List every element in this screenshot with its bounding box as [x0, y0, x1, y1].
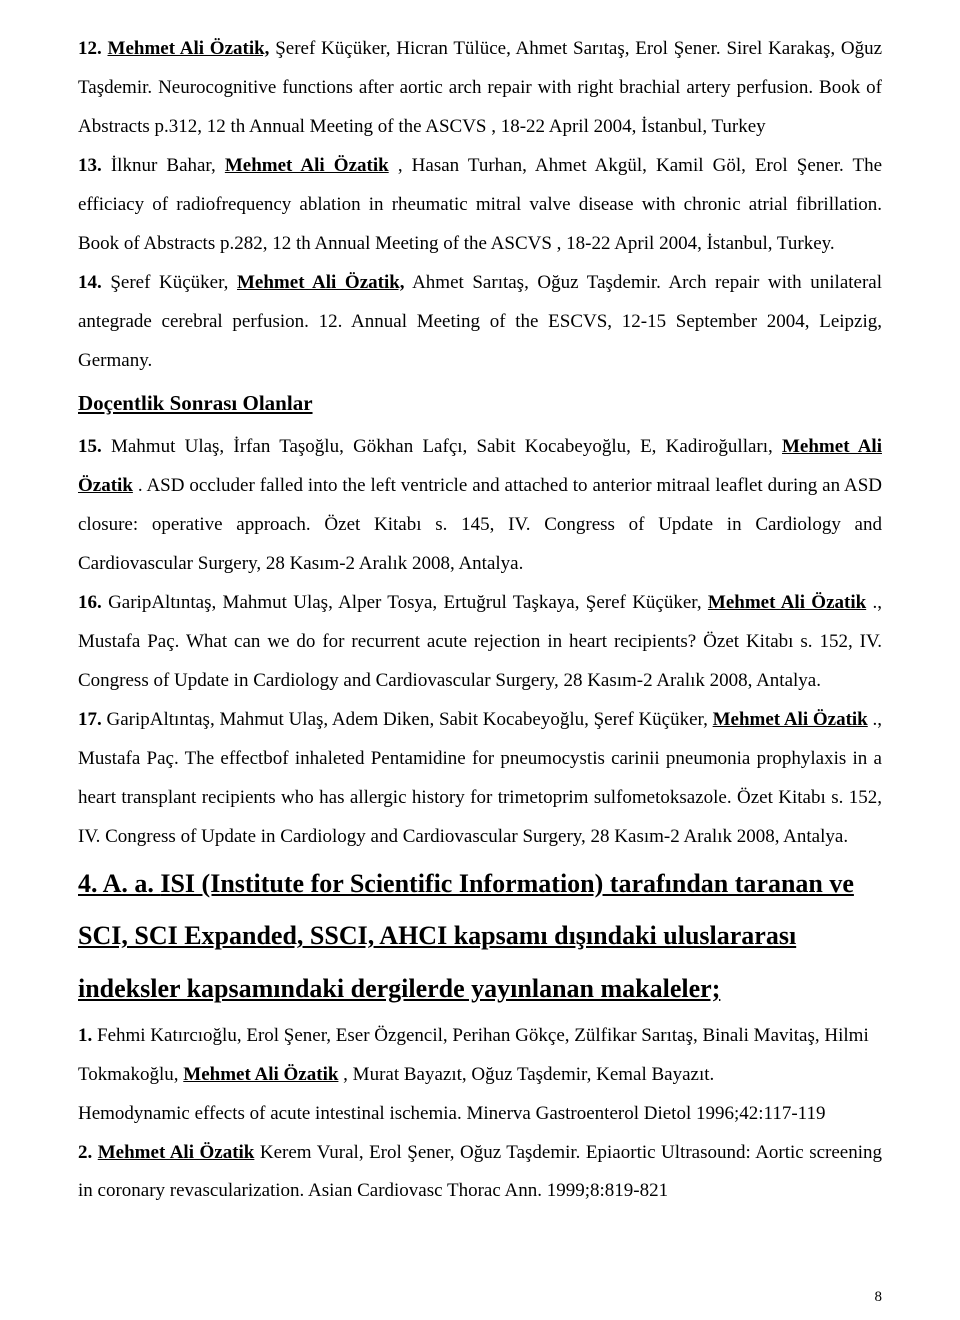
- entry-body: . ASD occluder falled into the left vent…: [78, 475, 882, 574]
- entry-number: 16.: [78, 592, 102, 613]
- authors-pre: Mahmut Ulaş, İrfan Taşoğlu, Gökhan Lafçı…: [111, 436, 782, 457]
- heading-text: ISI (Institute for Scientific Informatio…: [160, 869, 854, 898]
- author-highlighted: Mehmet Ali Özatik,: [237, 272, 405, 293]
- section-heading-line1: 4. A. a. ISI (Institute for Scientific I…: [78, 859, 882, 910]
- entry-rest: Book of Abstracts p.282, 12 th Annual Me…: [78, 233, 835, 254]
- author-highlighted: Mehmet Ali Özatik: [225, 155, 389, 176]
- author-highlighted: Mehmet Ali Özatik: [98, 1142, 255, 1163]
- heading-docentlik: Doçentlik Sonrası Olanlar: [78, 384, 882, 424]
- entry-15: 15. Mahmut Ulaş, İrfan Taşoğlu, Gökhan L…: [78, 428, 882, 584]
- entry-number: 15.: [78, 436, 102, 457]
- entry-title: Neurocognitive functions after aortic ar…: [158, 77, 819, 98]
- authors-pre: Şeref Küçüker,: [110, 272, 237, 293]
- entry-number: 13.: [78, 155, 102, 176]
- author-highlighted: Mehmet Ali Özatik: [183, 1064, 338, 1085]
- entry-number: 17.: [78, 709, 102, 730]
- section-heading-line2: SCI, SCI Expanded, SSCI, AHCI kapsamı dı…: [78, 911, 882, 962]
- document-page: 12. Mehmet Ali Özatik, Şeref Küçüker, Hi…: [0, 0, 960, 1320]
- entry-14: 14. Şeref Küçüker, Mehmet Ali Özatik, Ah…: [78, 264, 882, 381]
- entry-number: 1.: [78, 1025, 92, 1046]
- author-highlighted: Mehmet Ali Özatik,: [108, 38, 270, 59]
- entry-p1-body: Hemodynamic effects of acute intestinal …: [78, 1095, 882, 1134]
- heading-prefix: 4. A. a.: [78, 869, 160, 898]
- author-highlighted: Mehmet Ali Özatik: [708, 592, 866, 613]
- entry-number: 12.: [78, 38, 102, 59]
- entry-16: 16. GaripAltıntaş, Mahmut Ulaş, Alper To…: [78, 584, 882, 701]
- entry-number: 2.: [78, 1142, 92, 1163]
- entry-p1-line1: 1. Fehmi Katırcıoğlu, Erol Şener, Eser Ö…: [78, 1017, 882, 1095]
- authors-pre: İlknur Bahar,: [111, 155, 225, 176]
- entry-number: 14.: [78, 272, 102, 293]
- entry-17: 17. GaripAltıntaş, Mahmut Ulaş, Adem Dik…: [78, 701, 882, 857]
- entry-12: 12. Mehmet Ali Özatik, Şeref Küçüker, Hi…: [78, 30, 882, 147]
- section-heading-line3: indeksler kapsamındaki dergilerde yayınl…: [78, 964, 882, 1015]
- authors-pre: GaripAltıntaş, Mahmut Ulaş, Alper Tosya,…: [108, 592, 708, 613]
- authors-pre: GaripAltıntaş, Mahmut Ulaş, Adem Diken, …: [107, 709, 713, 730]
- page-number: 8: [875, 1289, 883, 1306]
- authors-post: , Murat Bayazıt, Oğuz Taşdemir, Kemal Ba…: [343, 1064, 714, 1085]
- author-highlighted: Mehmet Ali Özatik: [713, 709, 868, 730]
- entry-13: 13. İlknur Bahar, Mehmet Ali Özatik , Ha…: [78, 147, 882, 264]
- entry-p2: 2. Mehmet Ali Özatik Kerem Vural, Erol Ş…: [78, 1134, 882, 1212]
